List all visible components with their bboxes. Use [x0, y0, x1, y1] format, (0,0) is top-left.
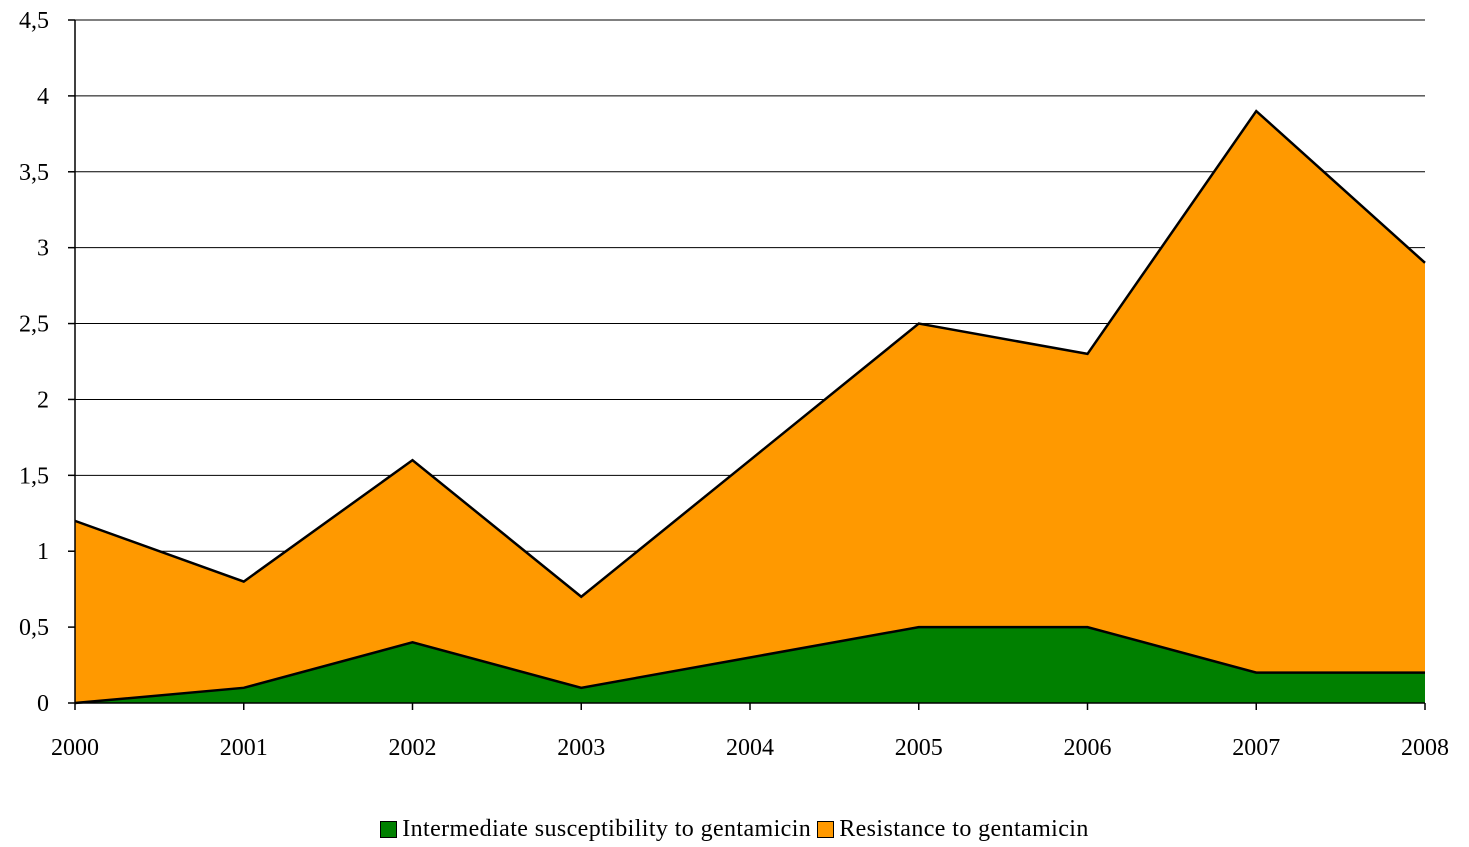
legend-label-resistance: Resistance to gentamicin: [839, 815, 1089, 842]
area-series-0: [75, 627, 1425, 703]
y-tick-label-2: 1: [37, 539, 49, 565]
axes: [68, 19, 1426, 710]
legend-item-intermediate: Intermediate susceptibility to gentamici…: [380, 816, 811, 843]
x-axis-tick-labels: 2000 2001 2002 2003 2004 2005 2006 2007 2008: [51, 735, 1449, 761]
legend-swatch-intermediate: [380, 820, 398, 838]
y-tick-label-0: 0: [37, 691, 49, 717]
legend-label-intermediate: Intermediate susceptibility to gentamici…: [402, 815, 812, 842]
y-tick-label-9: 4,5: [19, 8, 49, 34]
y-tick-label-8: 4: [37, 84, 49, 110]
y-tick-label-6: 3: [37, 236, 49, 262]
area-series: [74, 109, 1426, 705]
y-tick-label-4: 2: [37, 387, 49, 413]
x-tick-label-4: 2004: [726, 735, 774, 761]
y-tick-label-3: 1,5: [19, 463, 49, 489]
x-tick-label-3: 2003: [557, 735, 605, 761]
x-tick-label-6: 2006: [1064, 735, 1112, 761]
area-series-1: [75, 111, 1425, 703]
area-outline-1: [74, 109, 1426, 599]
chart-legend: Intermediate susceptibility to gentamici…: [0, 812, 1469, 846]
y-tick-label-5: 2,5: [19, 312, 49, 338]
legend-swatch-resistance: [817, 820, 835, 838]
x-tick-label-5: 2005: [895, 735, 943, 761]
y-tick-label-1: 0,5: [19, 615, 49, 641]
x-tick-label-2: 2002: [389, 735, 437, 761]
x-tick-label-7: 2007: [1232, 735, 1280, 761]
x-tick-label-8: 2008: [1401, 735, 1449, 761]
y-tick-label-7: 3,5: [19, 160, 49, 186]
y-axis-tick-labels: 0 0,5 1 1,5 2 2,5 3 3,5 4 4,5: [19, 8, 49, 717]
x-tick-label-1: 2001: [220, 735, 268, 761]
x-tick-label-0: 2000: [51, 735, 99, 761]
area-outline-0: [74, 625, 1425, 705]
legend-item-resistance: Resistance to gentamicin: [817, 816, 1089, 843]
